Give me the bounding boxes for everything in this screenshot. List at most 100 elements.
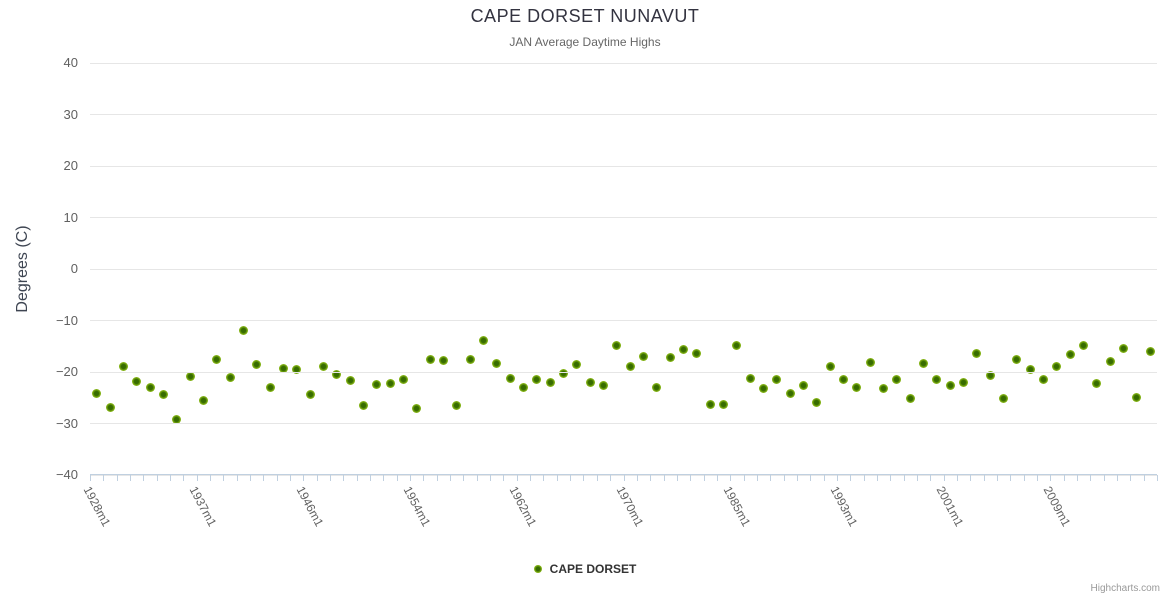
data-point[interactable] bbox=[425, 354, 435, 364]
data-point[interactable] bbox=[118, 361, 128, 371]
data-point[interactable] bbox=[398, 375, 408, 385]
data-point[interactable] bbox=[185, 372, 195, 382]
data-point[interactable] bbox=[265, 383, 275, 393]
x-axis-tick bbox=[276, 475, 278, 481]
data-point[interactable] bbox=[385, 379, 395, 389]
data-point[interactable] bbox=[145, 383, 155, 393]
data-point[interactable] bbox=[732, 341, 742, 351]
data-point[interactable] bbox=[598, 381, 608, 391]
x-axis-tick bbox=[530, 475, 532, 481]
x-axis-tick bbox=[183, 475, 185, 481]
data-point[interactable] bbox=[572, 360, 582, 370]
data-point[interactable] bbox=[532, 374, 542, 384]
x-axis-tick bbox=[876, 475, 878, 481]
data-point[interactable] bbox=[825, 362, 835, 372]
data-point[interactable] bbox=[959, 377, 969, 387]
data-point[interactable] bbox=[1119, 344, 1129, 354]
data-point[interactable] bbox=[585, 378, 595, 388]
data-point[interactable] bbox=[132, 377, 142, 387]
data-point[interactable] bbox=[679, 344, 689, 354]
data-point[interactable] bbox=[759, 384, 769, 394]
data-point[interactable] bbox=[558, 368, 568, 378]
data-point[interactable] bbox=[852, 382, 862, 392]
data-point[interactable] bbox=[745, 374, 755, 384]
data-point[interactable] bbox=[278, 364, 288, 374]
data-point[interactable] bbox=[438, 356, 448, 366]
y-gridline bbox=[90, 268, 1157, 270]
x-axis-tick bbox=[596, 475, 598, 481]
data-point[interactable] bbox=[358, 401, 368, 411]
data-point[interactable] bbox=[972, 349, 982, 359]
data-point[interactable] bbox=[892, 375, 902, 385]
data-point[interactable] bbox=[839, 375, 849, 385]
data-point[interactable] bbox=[905, 394, 915, 404]
x-axis-tick bbox=[516, 475, 518, 481]
data-point[interactable] bbox=[612, 340, 622, 350]
x-axis-tick bbox=[90, 475, 91, 481]
data-point[interactable] bbox=[1039, 375, 1049, 385]
data-point[interactable] bbox=[945, 380, 955, 390]
data-point[interactable] bbox=[372, 379, 382, 389]
data-point[interactable] bbox=[772, 374, 782, 384]
data-point[interactable] bbox=[158, 389, 168, 399]
data-point[interactable] bbox=[985, 370, 995, 380]
x-axis-tick-label: 2009m1 bbox=[1040, 484, 1074, 529]
data-point[interactable] bbox=[785, 389, 795, 399]
x-axis-tick bbox=[1036, 475, 1038, 481]
data-point[interactable] bbox=[465, 354, 475, 364]
data-point[interactable] bbox=[545, 378, 555, 388]
y-gridline bbox=[90, 320, 1157, 321]
data-point[interactable] bbox=[292, 364, 302, 374]
data-point[interactable] bbox=[172, 414, 182, 424]
data-point[interactable] bbox=[452, 400, 462, 410]
data-point[interactable] bbox=[652, 382, 662, 392]
data-point[interactable] bbox=[238, 326, 248, 336]
data-point[interactable] bbox=[1065, 349, 1075, 359]
data-point[interactable] bbox=[212, 355, 222, 365]
data-point[interactable] bbox=[865, 358, 875, 368]
data-point[interactable] bbox=[1145, 347, 1155, 357]
data-point[interactable] bbox=[518, 383, 528, 393]
data-point[interactable] bbox=[799, 381, 809, 391]
x-axis-tick bbox=[823, 475, 825, 481]
data-point[interactable] bbox=[705, 400, 715, 410]
data-point[interactable] bbox=[252, 360, 262, 370]
data-point[interactable] bbox=[1105, 356, 1115, 366]
data-point[interactable] bbox=[999, 394, 1009, 404]
data-point[interactable] bbox=[305, 389, 315, 399]
data-point[interactable] bbox=[812, 398, 822, 408]
data-point[interactable] bbox=[665, 353, 675, 363]
data-point[interactable] bbox=[692, 348, 702, 358]
x-axis-tick bbox=[1116, 475, 1118, 481]
data-point[interactable] bbox=[932, 374, 942, 384]
data-point[interactable] bbox=[92, 388, 102, 398]
data-point[interactable] bbox=[639, 352, 648, 362]
data-point[interactable] bbox=[625, 362, 635, 372]
x-axis-tick bbox=[810, 475, 812, 481]
x-axis-tick bbox=[143, 475, 145, 481]
data-point[interactable] bbox=[1052, 362, 1062, 372]
y-axis-tick-label: −30 bbox=[55, 415, 78, 431]
y-axis-tick-label: 20 bbox=[63, 158, 78, 173]
data-point[interactable] bbox=[332, 370, 342, 380]
data-point[interactable] bbox=[1012, 354, 1022, 364]
data-point[interactable] bbox=[919, 359, 929, 369]
data-point[interactable] bbox=[105, 402, 115, 412]
data-point[interactable] bbox=[879, 383, 889, 393]
data-point[interactable] bbox=[1025, 365, 1035, 375]
data-point[interactable] bbox=[505, 374, 515, 384]
data-point[interactable] bbox=[225, 372, 235, 382]
data-point[interactable] bbox=[1132, 393, 1142, 403]
data-point[interactable] bbox=[412, 404, 422, 414]
data-point[interactable] bbox=[1079, 340, 1089, 350]
data-point[interactable] bbox=[719, 399, 729, 409]
data-point[interactable] bbox=[492, 359, 502, 369]
legend-item-cape-dorset[interactable]: CAPE DORSET bbox=[0, 562, 1170, 576]
data-point[interactable] bbox=[198, 395, 208, 405]
data-point[interactable] bbox=[478, 335, 488, 345]
highcharts-credits-link[interactable]: Highcharts.com bbox=[1090, 583, 1160, 594]
data-point[interactable] bbox=[345, 375, 355, 385]
data-point[interactable] bbox=[1092, 379, 1102, 389]
data-point[interactable] bbox=[318, 361, 328, 371]
x-axis-tick bbox=[450, 475, 452, 481]
